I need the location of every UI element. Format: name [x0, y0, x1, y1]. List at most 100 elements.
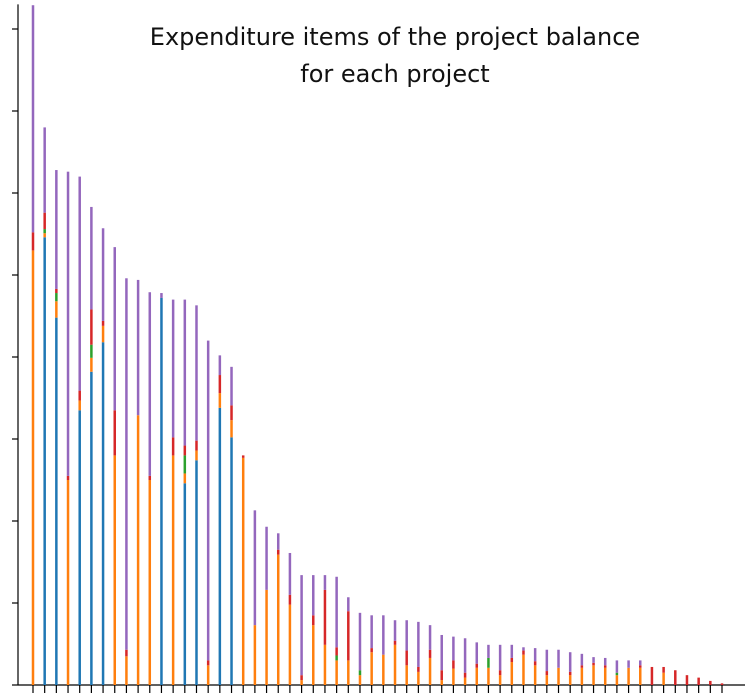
bar-segment	[603, 657, 607, 666]
bar-segment	[382, 654, 385, 685]
bar-segment	[568, 671, 572, 676]
bar-segment	[183, 455, 187, 474]
bar-segment	[475, 642, 479, 664]
bar-segment	[440, 680, 443, 685]
bar-segment	[101, 320, 105, 326]
bar-segment	[218, 355, 222, 376]
bar-segment	[639, 665, 642, 668]
bar-segment	[709, 680, 712, 685]
bar-segment	[183, 299, 187, 446]
bar-segment	[90, 206, 93, 310]
bar-segment	[276, 549, 280, 555]
bar-segment	[55, 301, 58, 318]
bar-segment	[300, 575, 303, 676]
bar-segment	[510, 657, 514, 663]
bar-segment	[382, 615, 385, 655]
bar-segment	[615, 660, 619, 673]
bar-segment	[417, 621, 420, 667]
bar-segment	[55, 288, 58, 294]
bar-segment	[241, 455, 245, 458]
bar-segment	[312, 625, 315, 685]
bar-segment	[393, 640, 397, 645]
bar-segment	[183, 473, 187, 484]
bar-segment	[603, 667, 607, 685]
bar-segment	[288, 594, 292, 605]
bar-segment	[300, 675, 303, 681]
bar-segment	[405, 650, 408, 666]
bar-segment	[241, 457, 245, 685]
chart-title: for each project	[300, 60, 489, 88]
bar-segment	[78, 176, 81, 391]
bar-segment	[230, 366, 233, 406]
bar-segment	[195, 305, 198, 441]
bar-segment	[335, 576, 338, 648]
bar-segment	[218, 393, 222, 408]
bar-segment	[568, 652, 572, 672]
bar-segment	[463, 638, 467, 673]
bar-segment	[31, 5, 35, 233]
bar-segment	[639, 660, 642, 666]
bar-segment	[475, 667, 479, 685]
bar-segment	[545, 649, 549, 672]
bar-segment	[428, 625, 432, 650]
bar-segment	[136, 415, 140, 685]
bar-segment	[557, 667, 560, 685]
bar-segment	[370, 652, 373, 685]
bar-segment	[475, 663, 479, 668]
bar-segment	[55, 170, 58, 289]
bar-segment	[720, 683, 724, 685]
bar-segment	[113, 455, 116, 685]
bar-segment	[417, 671, 420, 685]
bar-segment	[183, 445, 187, 456]
bar-segment	[78, 400, 81, 411]
chart-title: Expenditure items of the project balance	[150, 23, 640, 51]
bar-segment	[312, 615, 315, 626]
bar-segment	[498, 670, 502, 676]
bar-segment	[160, 297, 163, 685]
bar-segment	[335, 655, 338, 661]
bar-segment	[265, 526, 268, 590]
bar-segment	[662, 672, 665, 685]
bar-segment	[463, 677, 467, 685]
bar-segment	[522, 650, 525, 655]
bar-segment	[66, 475, 70, 480]
bar-segment	[580, 653, 584, 666]
bar-segment	[440, 670, 443, 681]
bar-segment	[43, 229, 46, 234]
bar-segment	[31, 250, 35, 685]
bar-segment	[487, 644, 490, 658]
bar-segment	[557, 649, 560, 668]
bar-segment	[697, 677, 700, 685]
bar-segment	[428, 649, 432, 658]
bar-segment	[428, 657, 432, 685]
bar-segment	[592, 662, 595, 666]
bar-segment	[218, 407, 222, 685]
bar-segment	[206, 665, 210, 685]
bar-segment	[113, 410, 116, 456]
bar-segment	[452, 636, 455, 661]
bar-segment	[370, 615, 373, 649]
bar-segment	[113, 247, 116, 411]
bar-segment	[253, 510, 257, 626]
bar-segment	[148, 480, 152, 685]
bar-segment	[43, 127, 46, 213]
bar-segment	[253, 625, 257, 685]
bar-segment	[300, 680, 303, 685]
bar-segment	[522, 647, 525, 651]
bar-segment	[580, 665, 584, 668]
bar-segment	[90, 309, 93, 345]
bar-segment	[195, 450, 198, 461]
bar-segment	[522, 654, 525, 685]
bar-segment	[43, 212, 46, 230]
bar-segment	[335, 660, 338, 685]
bar-segment	[545, 671, 549, 676]
bar-segment	[358, 612, 362, 671]
bar-segment	[487, 657, 490, 668]
bar-segment	[533, 648, 537, 662]
bar-segment	[101, 342, 105, 685]
bar-segment	[627, 667, 630, 685]
bar-segment	[639, 667, 642, 685]
bar-segment	[405, 665, 408, 685]
bar-segment	[171, 437, 175, 456]
